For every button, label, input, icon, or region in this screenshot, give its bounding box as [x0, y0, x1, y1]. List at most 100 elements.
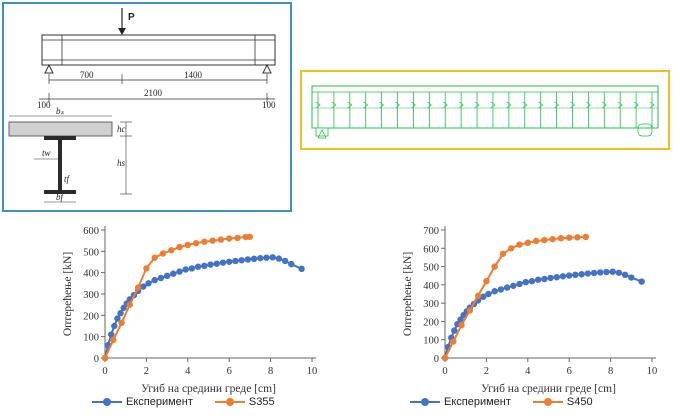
- data-point: [151, 254, 158, 261]
- beam: [41, 34, 276, 66]
- data-point: [466, 307, 474, 314]
- legend-item-s355: S355: [214, 396, 275, 408]
- dim-100-right: 100: [262, 100, 276, 110]
- fe-connector: [617, 101, 623, 109]
- fe-connector: [506, 101, 512, 109]
- series-line: [104, 235, 250, 359]
- series-line: [444, 235, 586, 359]
- data-point: [201, 238, 208, 245]
- y-tick-label: 0: [94, 354, 99, 365]
- y-tick-label: 400: [423, 281, 439, 292]
- fe-connector: [649, 101, 655, 109]
- data-point: [275, 255, 283, 262]
- data-point: [597, 269, 604, 276]
- data-point: [250, 255, 258, 262]
- data-point: [541, 275, 548, 283]
- left-support: [44, 63, 54, 74]
- y-axis-label: Оптерећење [kN]: [62, 252, 74, 336]
- fe-connector: [538, 101, 544, 109]
- beam-drawing: P 700 1400 2100 100 100 bₛ: [8, 8, 276, 203]
- data-point: [572, 271, 579, 278]
- legend-item-s450: S450: [532, 396, 593, 408]
- y-tick-label: 500: [83, 247, 99, 258]
- data-point: [168, 247, 175, 254]
- fe-connector: [633, 101, 639, 109]
- y-axis-label: Оптерећење [kN]: [402, 252, 414, 336]
- fe-connector: [570, 101, 576, 109]
- legend-item-experiment: Експеримент: [410, 396, 511, 408]
- data-point: [541, 236, 548, 244]
- dim-100-left: 100: [37, 100, 51, 110]
- bottom-flange: [44, 190, 76, 194]
- data-point: [628, 274, 635, 281]
- data-point: [288, 260, 295, 268]
- data-point: [615, 269, 623, 276]
- top-flange: [44, 136, 76, 140]
- series-line: [444, 270, 642, 359]
- data-point: [226, 258, 233, 265]
- data-point: [485, 290, 492, 298]
- fe-left-support: [315, 127, 329, 137]
- fe-connector: [602, 101, 607, 109]
- x-tick-label: 0: [442, 366, 447, 377]
- y-tick-label: 500: [423, 263, 439, 274]
- fe-connector: [427, 101, 432, 109]
- data-point: [157, 274, 165, 282]
- data-point: [246, 233, 254, 241]
- data-point: [151, 276, 158, 284]
- beam-drawing-panel: P 700 1400 2100 100 100 bₛ: [2, 2, 292, 212]
- label-bs: bₛ: [56, 106, 65, 116]
- concrete-slab: [8, 121, 113, 137]
- data-point: [522, 278, 529, 286]
- data-point: [508, 245, 515, 252]
- data-point: [451, 327, 458, 334]
- data-point: [457, 316, 464, 323]
- data-point: [566, 234, 573, 241]
- data-point: [145, 280, 152, 287]
- label-hs: hs: [117, 158, 126, 168]
- data-point: [163, 272, 171, 280]
- x-axis-label: Угиб на средини греде [cm]: [141, 383, 276, 395]
- data-point: [232, 257, 239, 265]
- x-tick-label: 6: [567, 366, 572, 377]
- data-point: [108, 331, 115, 338]
- fe-connector: [554, 101, 560, 109]
- data-point: [549, 235, 556, 243]
- data-point: [483, 278, 490, 285]
- data-point: [582, 233, 589, 241]
- data-point: [207, 261, 214, 268]
- fe-connector: [474, 101, 480, 109]
- data-point: [638, 278, 645, 285]
- dim-1400: 1400: [184, 70, 203, 80]
- label-hc: hc: [117, 124, 126, 134]
- fe-connector: [363, 101, 369, 109]
- data-point: [609, 268, 616, 275]
- data-point: [238, 257, 245, 264]
- fe-connector: [490, 101, 496, 109]
- data-point: [117, 310, 124, 317]
- y-tick-label: 100: [83, 333, 99, 344]
- fe-connector: [379, 101, 385, 109]
- fe-connector: [411, 101, 417, 109]
- fe-connector: [331, 101, 337, 109]
- y-tick-label: 400: [83, 269, 99, 280]
- data-point: [111, 322, 118, 330]
- x-tick-label: 8: [608, 366, 613, 377]
- data-point: [441, 354, 449, 362]
- fe-connector: [458, 101, 464, 109]
- x-axis-label: Угиб на средини греде [cm]: [481, 383, 616, 395]
- data-point: [516, 241, 523, 248]
- legend-item-experiment: Експеримент: [92, 396, 193, 408]
- fe-connector: [347, 101, 353, 109]
- data-point: [159, 250, 167, 257]
- fe-right-support: [637, 123, 653, 137]
- data-point: [118, 319, 125, 326]
- data-point: [126, 301, 134, 308]
- data-point: [510, 282, 517, 289]
- data-point: [584, 270, 592, 277]
- data-point: [503, 284, 511, 291]
- data-point: [590, 269, 598, 277]
- fe-connector: [443, 101, 448, 109]
- data-point: [458, 321, 465, 329]
- data-point: [188, 265, 196, 272]
